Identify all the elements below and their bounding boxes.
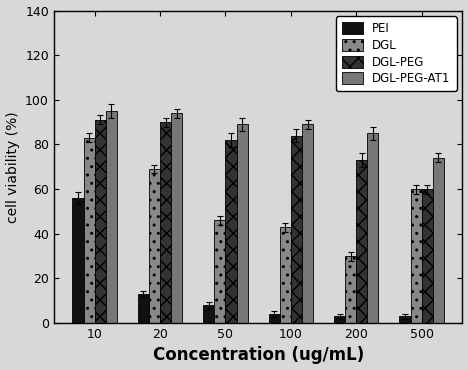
Bar [236,124,248,323]
Bar [334,316,345,323]
Bar [203,305,214,323]
Bar [302,124,313,323]
Bar [226,140,236,323]
Bar [291,135,302,323]
Bar [73,198,83,323]
Bar [214,221,226,323]
Bar [280,227,291,323]
Legend: PEI, DGL, DGL-PEG, DGL-PEG-AT1: PEI, DGL, DGL-PEG, DGL-PEG-AT1 [336,16,457,91]
Bar [138,294,149,323]
Bar [345,256,356,323]
Bar [83,138,95,323]
Bar [106,111,117,323]
Bar [367,133,379,323]
Bar [433,158,444,323]
Bar [410,189,422,323]
Bar [149,169,160,323]
Bar [160,122,171,323]
Bar [269,314,280,323]
Bar [399,316,410,323]
Y-axis label: cell viability (%): cell viability (%) [6,111,20,223]
X-axis label: Concentration (ug/mL): Concentration (ug/mL) [153,346,364,364]
Bar [422,189,433,323]
Bar [171,113,182,323]
Bar [356,160,367,323]
Bar [95,120,106,323]
